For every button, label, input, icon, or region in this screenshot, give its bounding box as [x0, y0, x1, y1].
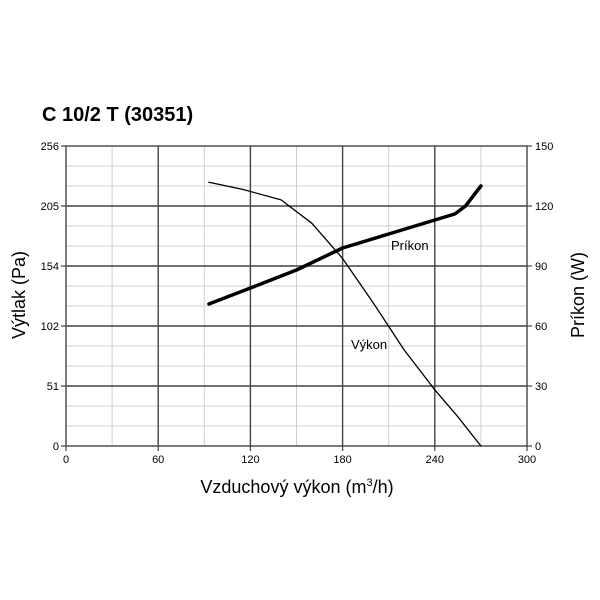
y2-tick-label: 150	[535, 141, 553, 153]
y-tick-label: 51	[47, 381, 59, 393]
x-tick-label: 240	[426, 454, 444, 466]
y2-tick-label: 30	[535, 381, 547, 393]
tick-labels: 0 60 120 180 240 3000511021542052560306090120…	[41, 141, 554, 466]
x-axis-label-end: /h)	[373, 477, 394, 497]
y-tick-label: 205	[41, 201, 59, 213]
series-line-vykon	[208, 181, 482, 447]
x-tick-label: 180	[333, 454, 351, 466]
series-label-vykon: Výkon	[351, 337, 387, 352]
y2-tick-label: 120	[535, 201, 553, 213]
y-tick-label: 256	[41, 141, 59, 153]
x-tick-label: 60	[152, 454, 164, 466]
x-axis-label-sup: 3	[366, 477, 372, 489]
x-tick-label: 300	[518, 454, 536, 466]
y2-tick-label: 90	[535, 261, 547, 273]
y2-axis-label: Príkon (W)	[568, 252, 588, 338]
y-tick-label: 154	[41, 261, 59, 273]
series-label-prikon: Príkon	[391, 238, 429, 253]
y2-tick-label: 0	[535, 441, 541, 453]
y-tick-label: 102	[41, 321, 59, 333]
x-axis-label-main: Vzduchový výkon (m	[200, 477, 366, 497]
series-line-prikon	[207, 184, 483, 306]
chart-title: C 10/2 T (30351)	[42, 104, 193, 126]
y2-tick-label: 60	[535, 321, 547, 333]
x-tick-label: 0	[63, 454, 69, 466]
y-axis-label: Výtlak (Pa)	[9, 251, 29, 339]
plot-frame	[65, 145, 528, 447]
x-tick-label: 120	[241, 454, 259, 466]
x-axis-label: Vzduchový výkon (m3/h)	[200, 477, 393, 497]
grid	[65, 145, 528, 447]
series-group	[207, 181, 483, 447]
y-tick-label: 0	[53, 441, 59, 453]
